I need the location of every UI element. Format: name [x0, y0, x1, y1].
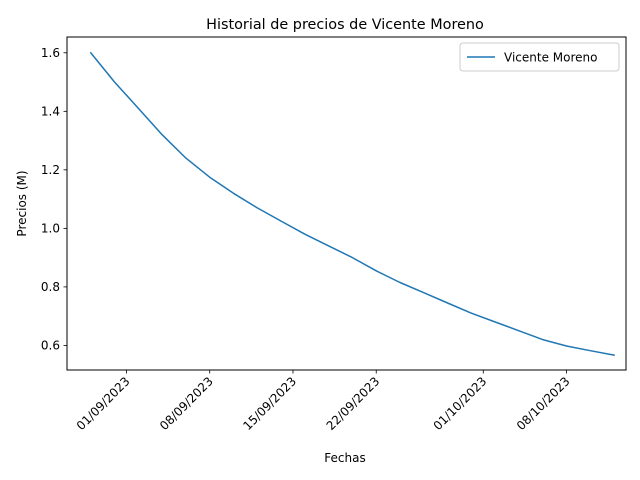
x-tick-label: 01/10/2023: [431, 374, 490, 433]
legend-label: Vicente Moreno: [504, 51, 597, 65]
chart-title: Historial de precios de Vicente Moreno: [206, 17, 484, 33]
x-tick-label: 08/10/2023: [514, 374, 573, 433]
legend: Vicente Moreno: [459, 42, 620, 72]
series-line: [89, 51, 615, 356]
y-tick-label: 1.4: [41, 104, 60, 118]
x-axis: 01/09/2023 08/09/2023 15/09/2023 22/09/2023…: [74, 370, 573, 433]
x-tick-label: 08/09/2023: [157, 374, 216, 433]
y-tick-label: 0.6: [41, 338, 60, 352]
y-tick-label: 1.2: [41, 163, 60, 177]
x-axis-label: Fechas: [324, 451, 365, 465]
series-layer: [89, 51, 615, 356]
y-tick-label: 1.6: [41, 46, 60, 60]
x-tick-label: 15/09/2023: [240, 374, 299, 433]
x-tick-label: 22/09/2023: [324, 374, 383, 433]
legend-box: [459, 42, 620, 72]
y-axis: 0.6 0.8 1.0 1.2 1.4 1.6: [41, 46, 67, 352]
x-tick-label: 01/09/2023: [74, 374, 133, 433]
y-axis-label: Precios (M): [15, 170, 29, 236]
plot-frame: [66, 36, 627, 371]
y-tick-label: 1.0: [41, 221, 60, 235]
y-tick-label: 0.8: [41, 280, 60, 294]
plot-area: 0.6 0.8 1.0 1.2 1.4 1.6 01/09/2023 08/09/2023 1…: [41, 36, 627, 433]
